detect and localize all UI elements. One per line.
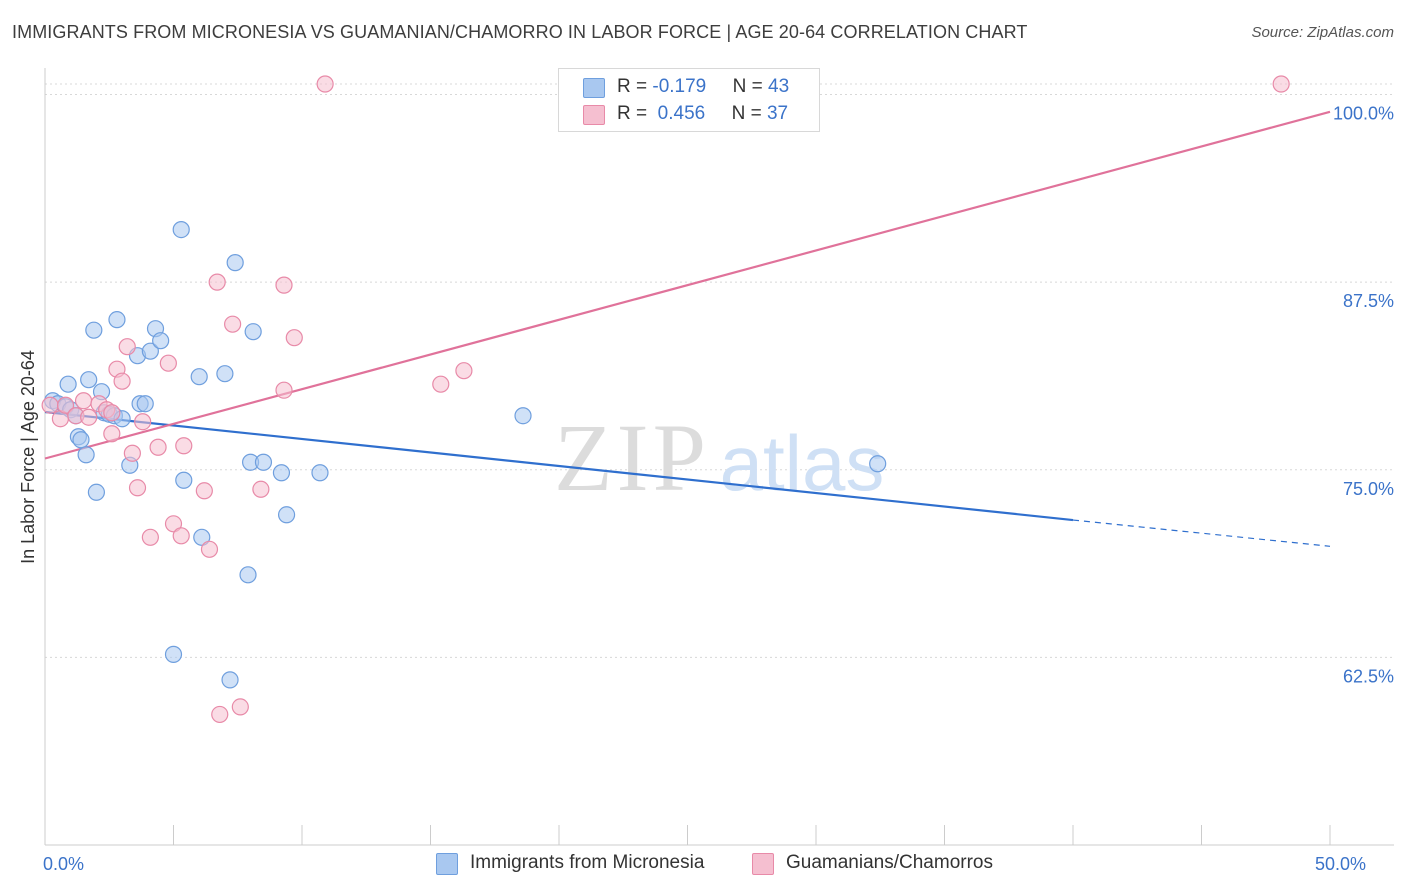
chamorro-point (208, 273, 226, 291)
chamorro-point (74, 392, 93, 410)
chamorro-point (103, 404, 121, 422)
chamorro-point (316, 75, 334, 93)
chamorro-point (164, 515, 183, 533)
y-axis-label: In Labor Force | Age 20-64 (18, 350, 38, 564)
legend-swatch-blue (583, 78, 605, 98)
chamorro-point (103, 425, 121, 443)
chamorro-point (211, 705, 229, 724)
chamorro-point (149, 438, 167, 456)
chamorro-point (175, 437, 193, 455)
series-swatch-pink (752, 853, 774, 875)
micronesia-point (141, 342, 159, 360)
micronesia-point (175, 471, 193, 489)
watermark-atlas: atlas (720, 419, 885, 507)
micronesia-point (226, 254, 244, 272)
series-swatch-blue (436, 853, 458, 875)
watermark-zip: ZIP (554, 404, 710, 511)
legend-n-value: 43 (768, 76, 790, 97)
micronesia-point (59, 375, 77, 393)
legend-r-label: R = (617, 76, 653, 97)
legend-n-value: 37 (766, 103, 789, 124)
data-points (41, 75, 1290, 724)
legend-r-value: 0.456 (652, 103, 706, 124)
micronesia-point (272, 464, 291, 482)
micronesia-point (239, 566, 257, 584)
source-label: Source: ZipAtlas.com (1251, 24, 1394, 41)
micronesia-point (87, 483, 106, 501)
chamorro-point (118, 338, 136, 356)
legend-n-label: N = (732, 76, 769, 97)
chamorro-point (432, 375, 450, 393)
micronesia-point (216, 365, 234, 383)
series-legend-label: Immigrants from Micronesia (470, 852, 705, 873)
micronesia-point (172, 221, 190, 239)
micronesia-point (254, 453, 273, 471)
y-tick-label: 100.0% (1333, 104, 1394, 124)
micronesia-point (193, 528, 211, 546)
chamorro-point (285, 329, 303, 347)
chamorro-point (128, 479, 147, 497)
micronesia-point (164, 645, 183, 663)
chamorro-point (56, 396, 75, 414)
micronesia-point (514, 407, 532, 425)
micronesia-point (152, 332, 170, 350)
chamorro-point (1272, 75, 1290, 93)
micronesia-point (108, 311, 126, 329)
micronesia-point (136, 395, 154, 413)
axes (44, 68, 1394, 846)
trend-lines (44, 110, 1331, 547)
x-tick-label: 50.0% (1315, 854, 1366, 874)
micronesia-point (190, 368, 208, 386)
micronesia-point (221, 671, 239, 689)
micronesia-point (869, 455, 887, 473)
correlation-legend: R = -0.179 N = 43 R = 0.456 N = 37 (558, 68, 820, 132)
chamorro-point (275, 381, 293, 399)
legend-r-label: R = (617, 103, 653, 124)
chamorro-point (275, 276, 293, 294)
chamorro-point (195, 482, 213, 500)
chamorro-point (172, 527, 190, 545)
micronesia-point (311, 464, 329, 482)
chamorro-point (41, 396, 59, 414)
chamorro-point (159, 354, 177, 372)
legend-r-value: -0.179 (652, 76, 707, 97)
legend-n-label: N = (731, 103, 767, 124)
watermark: ZIP atlas (554, 404, 884, 511)
micronesia-point (77, 446, 95, 464)
micronesia-trend-extension (1072, 519, 1331, 547)
micronesia-point (72, 431, 90, 449)
chamorro-point (113, 372, 131, 390)
chamorro-point (141, 528, 159, 546)
micronesia-point (80, 371, 98, 389)
y-tick-label: 62.5% (1343, 666, 1394, 686)
chamorro-point (80, 408, 98, 426)
chamorro-point (224, 315, 242, 333)
chamorro-trend-line (44, 110, 1331, 460)
chamorro-point (200, 540, 219, 558)
micronesia-point (277, 506, 296, 524)
y-tick-label: 87.5% (1343, 291, 1394, 311)
legend-swatch-pink (583, 105, 605, 125)
chamorro-point (134, 413, 152, 431)
chamorro-point (455, 362, 473, 380)
micronesia-trend-line (44, 410, 1074, 522)
x-tick-label: 0.0% (43, 854, 84, 874)
chart-title: IMMIGRANTS FROM MICRONESIA VS GUAMANIAN/… (12, 22, 1028, 42)
series-legend: Immigrants from Micronesia Guamanians/Ch… (0, 850, 1406, 880)
series-legend-label: Guamanians/Chamorros (786, 852, 993, 873)
micronesia-point (244, 323, 262, 341)
micronesia-point (85, 321, 103, 339)
chamorro-point (252, 480, 270, 498)
chamorro-point (123, 444, 141, 462)
y-tick-label: 75.0% (1343, 479, 1394, 499)
tick-labels: 62.5% 75.0% 87.5% 100.0% 0.0% 50.0% (43, 104, 1394, 874)
chamorro-point (231, 698, 249, 716)
